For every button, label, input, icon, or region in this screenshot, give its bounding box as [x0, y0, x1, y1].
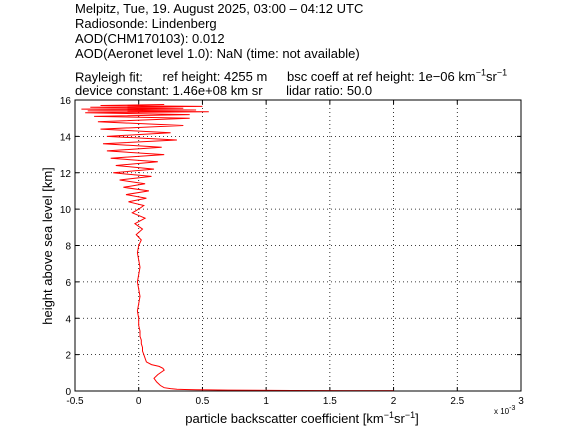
backscatter-profile-line: [81, 104, 394, 392]
y-tick-label: 2: [65, 351, 71, 362]
y-tick-label: 16: [60, 96, 72, 107]
x-tick-label: 1.5: [323, 396, 337, 407]
y-tick-label: 10: [60, 205, 72, 216]
y-axis-label: height above sea level [km]: [40, 167, 55, 325]
x-tick-label: 0: [136, 396, 142, 407]
x-tick-label: 2.5: [450, 396, 464, 407]
x-tick-label: 3: [518, 396, 524, 407]
rayleigh-fit-label: Rayleigh fit:: [75, 69, 143, 85]
aod-aeronet-label: AOD(Aeronet level 1.0): NaN (time: not a…: [75, 46, 360, 61]
ref-height-label: ref height: 4255 m: [162, 69, 268, 85]
aod-chm-label: AOD(CHM170103): 0.012: [75, 31, 225, 46]
y-tick-label: 0: [65, 387, 71, 398]
x-tick-label: 0.5: [195, 396, 209, 407]
y-axis-ticks: 0 2 4 6 8 10 12 14 16: [60, 96, 521, 398]
x-tick-label: 2: [391, 396, 397, 407]
y-tick-label: 6: [65, 278, 71, 289]
y-tick-label: 14: [60, 132, 72, 143]
rayleigh-fit-line: Rayleigh fit: ref height: 4255 m bsc coe…: [75, 66, 507, 84]
x-axis-exponent: x 10-3: [494, 405, 515, 416]
lidar-ratio-label: lidar ratio: 50.0: [286, 83, 373, 98]
y-tick-label: 12: [60, 169, 72, 180]
radiosonde-label: Radiosonde: Lindenberg: [75, 16, 217, 31]
x-axis-ticks: -0.5 0 0.5 1 1.5 2 2.5 3: [66, 100, 524, 407]
x-tick-label: -0.5: [66, 396, 84, 407]
y-tick-label: 8: [65, 242, 71, 253]
grid-lines: [75, 100, 521, 391]
x-tick-label: 1: [263, 396, 269, 407]
bsc-coeff-label: bsc coeff at ref height: 1e−06 km−1sr−1: [286, 68, 508, 85]
x-axis-label: particle backscatter coefficient [km−1sr…: [185, 410, 418, 426]
plot-frame: [74, 99, 522, 392]
title-location-time: Melpitz, Tue, 19. August 2025, 03:00 – 0…: [75, 1, 364, 16]
y-tick-label: 4: [65, 314, 71, 325]
device-constant-line: device constant: 1.46e+08 km sr lidar ra…: [75, 83, 372, 98]
device-constant-label: device constant: 1.46e+08 km sr: [75, 83, 263, 98]
